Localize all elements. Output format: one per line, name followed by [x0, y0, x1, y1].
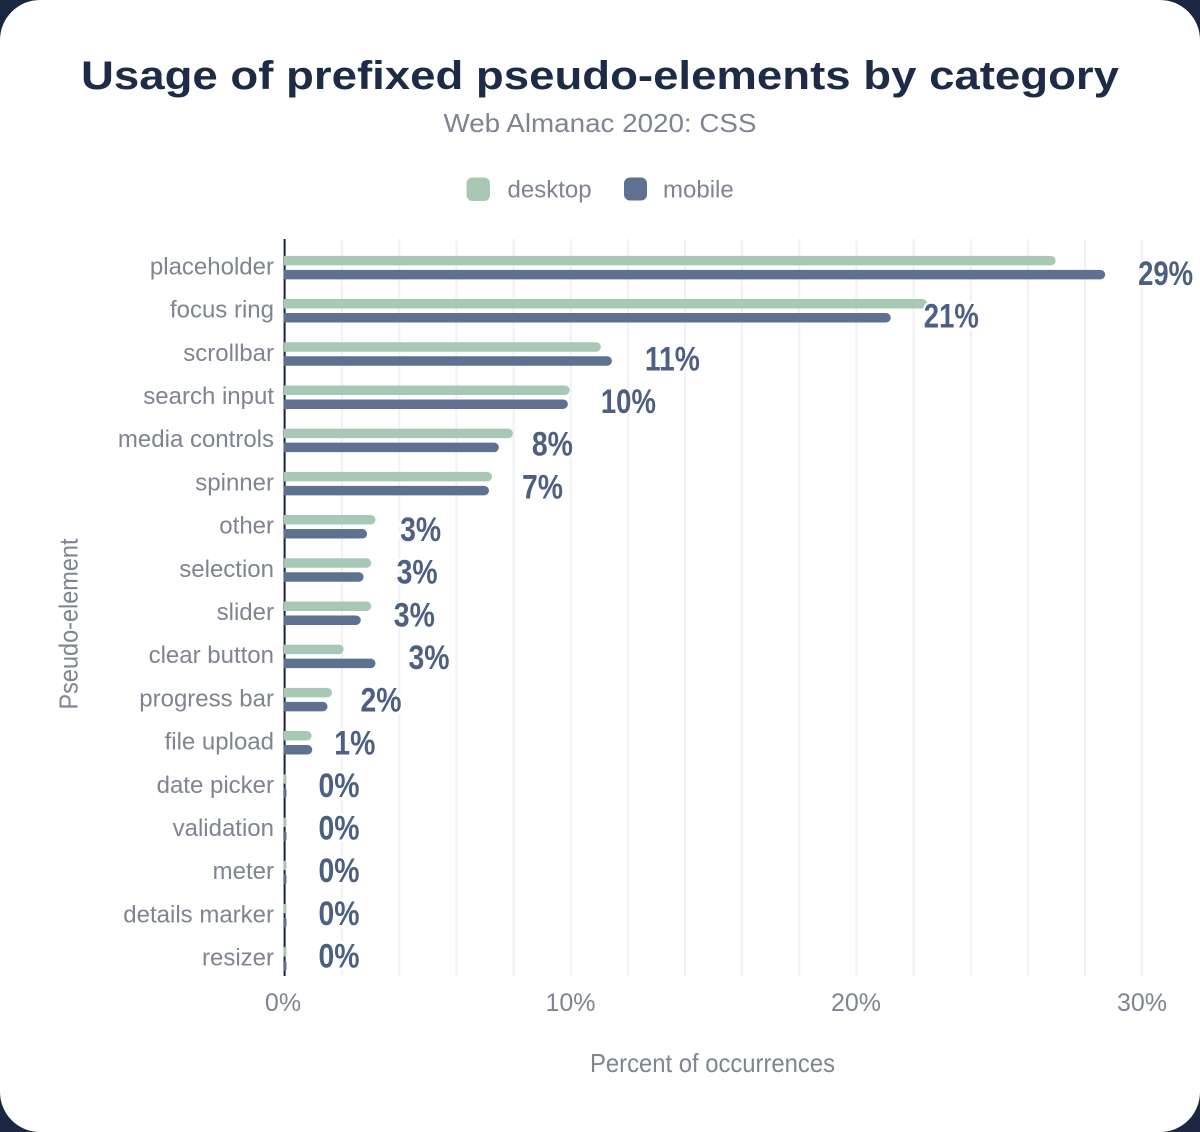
svg-text:spinner: spinner: [195, 469, 274, 496]
svg-text:date picker: date picker: [157, 772, 274, 799]
svg-text:search input: search input: [143, 383, 274, 410]
svg-text:meter: meter: [213, 858, 274, 885]
svg-text:3%: 3%: [397, 554, 438, 592]
svg-text:focus ring: focus ring: [170, 297, 274, 324]
svg-text:3%: 3%: [400, 511, 441, 549]
svg-text:resizer: resizer: [202, 945, 274, 972]
svg-text:10%: 10%: [601, 383, 656, 421]
svg-text:1%: 1%: [334, 724, 375, 762]
svg-text:mobile: mobile: [663, 177, 734, 204]
svg-text:Web Almanac 2020: CSS: Web Almanac 2020: CSS: [444, 108, 757, 138]
svg-text:0%: 0%: [319, 810, 360, 848]
svg-text:0%: 0%: [319, 767, 360, 805]
svg-text:desktop: desktop: [508, 177, 592, 204]
svg-text:3%: 3%: [409, 639, 450, 677]
svg-text:Percent of occurrences: Percent of occurrences: [590, 1048, 835, 1078]
svg-text:0%: 0%: [265, 989, 301, 1017]
svg-text:29%: 29%: [1138, 255, 1193, 293]
svg-text:11%: 11%: [645, 340, 700, 378]
svg-text:media controls: media controls: [118, 426, 274, 453]
svg-text:0%: 0%: [319, 895, 360, 933]
svg-text:3%: 3%: [394, 596, 435, 634]
svg-text:other: other: [219, 513, 274, 540]
svg-text:details marker: details marker: [123, 901, 274, 928]
svg-text:21%: 21%: [924, 298, 979, 336]
svg-text:slider: slider: [217, 599, 274, 626]
svg-text:Usage of prefixed pseudo-eleme: Usage of prefixed pseudo-elements by cat…: [81, 54, 1120, 98]
svg-text:20%: 20%: [831, 989, 881, 1017]
svg-text:file upload: file upload: [165, 729, 274, 756]
svg-text:10%: 10%: [545, 989, 595, 1017]
svg-text:0%: 0%: [319, 938, 360, 976]
svg-text:scrollbar: scrollbar: [183, 340, 274, 367]
svg-text:placeholder: placeholder: [150, 253, 274, 280]
svg-text:progress bar: progress bar: [139, 685, 274, 712]
svg-text:30%: 30%: [1117, 989, 1167, 1017]
svg-text:8%: 8%: [532, 426, 573, 464]
svg-text:selection: selection: [179, 556, 274, 583]
svg-text:validation: validation: [173, 815, 274, 842]
svg-text:7%: 7%: [522, 468, 563, 506]
svg-text:clear button: clear button: [149, 642, 274, 669]
svg-text:Pseudo-element: Pseudo-element: [54, 538, 84, 710]
svg-text:0%: 0%: [319, 852, 360, 890]
svg-text:2%: 2%: [361, 682, 402, 720]
